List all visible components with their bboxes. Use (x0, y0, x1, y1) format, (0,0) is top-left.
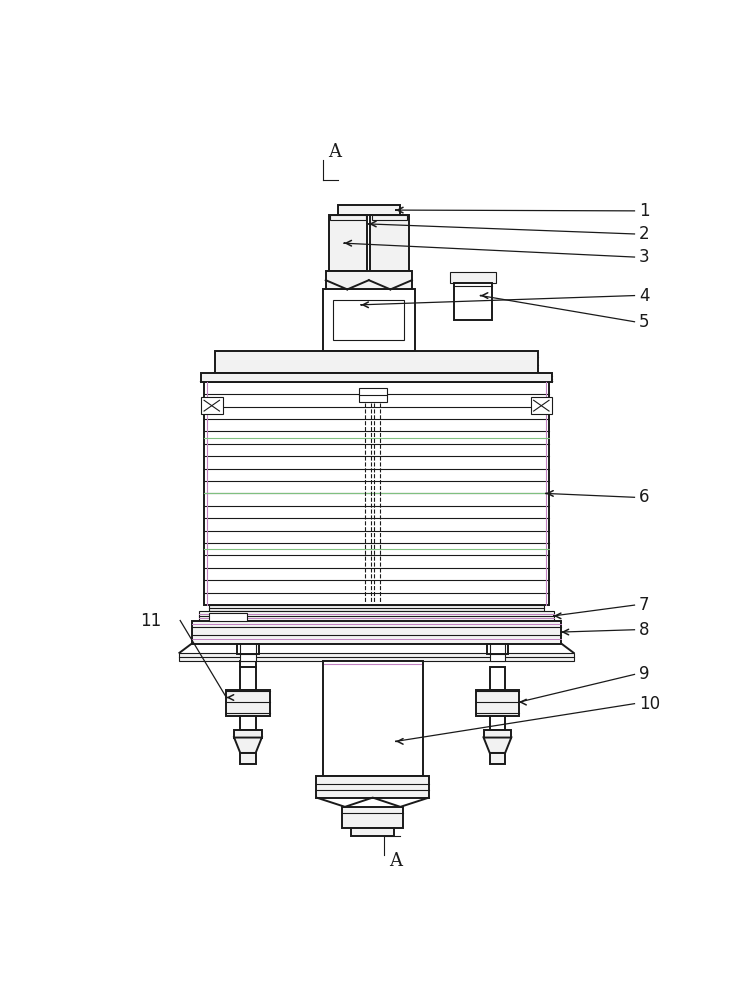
Bar (209, 605, 545, 611)
Text: A: A (389, 852, 402, 870)
Text: 10: 10 (639, 695, 660, 713)
Text: A: A (328, 143, 341, 161)
Bar (490, 654, 505, 661)
Bar (240, 753, 255, 764)
Bar (180, 653, 574, 661)
Bar (449, 272, 496, 283)
Bar (487, 644, 509, 654)
Bar (226, 690, 270, 716)
Bar (454, 283, 492, 320)
Bar (240, 667, 255, 690)
Bar (490, 753, 505, 764)
Bar (237, 644, 258, 654)
Text: 9: 9 (639, 665, 649, 683)
Bar (234, 730, 262, 738)
Bar (192, 620, 561, 644)
Bar (317, 776, 429, 798)
Polygon shape (234, 738, 262, 753)
Bar (209, 613, 247, 620)
Bar (204, 382, 549, 605)
Bar (240, 716, 255, 730)
Bar (359, 388, 386, 402)
Bar (530, 397, 552, 414)
Bar (199, 611, 554, 620)
Polygon shape (484, 738, 512, 753)
Bar (201, 397, 222, 414)
Text: 7: 7 (639, 596, 649, 614)
Bar (484, 730, 512, 738)
Bar (323, 289, 415, 351)
Bar (330, 215, 366, 220)
Bar (490, 667, 505, 690)
Bar (338, 205, 400, 215)
Text: 2: 2 (639, 225, 649, 243)
Text: 1: 1 (639, 202, 649, 220)
Bar (215, 351, 539, 373)
Text: 5: 5 (639, 313, 649, 331)
Text: 4: 4 (639, 287, 649, 305)
Bar (371, 215, 409, 271)
Bar (329, 215, 367, 271)
Bar (351, 828, 394, 836)
Text: 8: 8 (639, 621, 649, 639)
Bar (342, 807, 404, 828)
Bar (476, 690, 519, 716)
Bar (490, 716, 505, 730)
Bar (333, 300, 404, 340)
Bar (201, 373, 552, 382)
Text: 3: 3 (639, 248, 649, 266)
Bar (372, 215, 407, 220)
Bar (240, 654, 255, 661)
Bar (326, 271, 412, 289)
Text: 6: 6 (639, 488, 649, 506)
Bar (323, 661, 422, 776)
Text: 11: 11 (140, 611, 161, 630)
